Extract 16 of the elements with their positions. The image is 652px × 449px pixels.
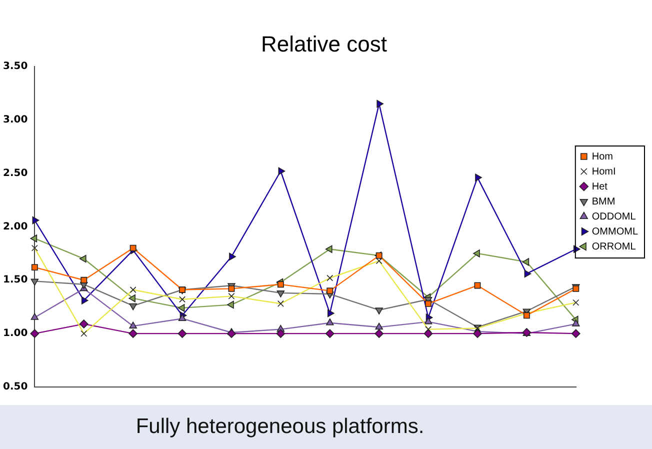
legend-label: Hom bbox=[592, 151, 614, 162]
y-tick-label: 0.50 bbox=[2, 382, 28, 393]
legend-label: ORROML bbox=[592, 241, 636, 252]
y-tick-label: 1.50 bbox=[2, 274, 28, 286]
legend-label: Het bbox=[592, 181, 608, 192]
y-tick-label: 3.00 bbox=[2, 114, 28, 126]
legend-label: OMMOML bbox=[592, 226, 638, 238]
y-tick-label: 3.50 bbox=[2, 60, 28, 72]
legend-label: BMM bbox=[592, 196, 616, 208]
y-tick-label: 2.00 bbox=[2, 221, 28, 232]
legend-label: ODDOML bbox=[592, 211, 636, 222]
legend-label: HomI bbox=[592, 166, 616, 178]
chart-title: Relative cost bbox=[261, 31, 387, 56]
y-tick-label: 2.50 bbox=[2, 168, 28, 179]
text: Fully heterogeneous platforms. bbox=[134, 415, 426, 439]
y-tick-label: 1.00 bbox=[2, 328, 28, 340]
